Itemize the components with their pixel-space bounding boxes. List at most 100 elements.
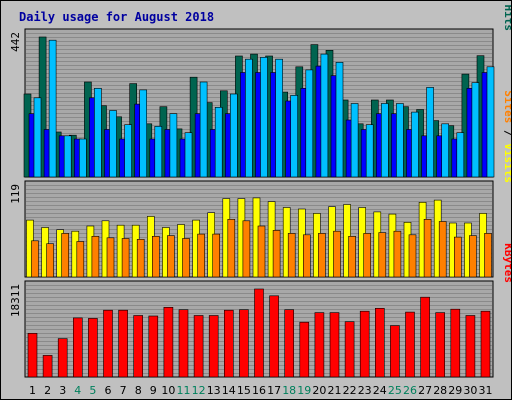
bar-sites-day-5: [91, 236, 100, 278]
x-tick-day-11: 11: [177, 384, 191, 397]
x-tick-day-31: 31: [479, 384, 493, 397]
x-tick-day-20: 20: [312, 384, 326, 397]
bar-kbytes-day-24: [374, 307, 385, 378]
y-max-label: 442: [9, 32, 22, 52]
x-tick-day-29: 29: [448, 384, 462, 397]
y-max-label: 18311: [9, 284, 22, 317]
x-tick-day-30: 30: [463, 384, 477, 397]
x-tick-day-4: 4: [74, 384, 81, 397]
bar-pages-day-11: [184, 132, 193, 178]
bar-sites-day-25: [393, 230, 402, 278]
x-tick-day-27: 27: [418, 384, 432, 397]
bar-kbytes-day-5: [88, 318, 98, 378]
bar-kbytes-day-18: [284, 309, 295, 378]
bar-sites-day-15: [242, 220, 251, 278]
bar-sites-day-26: [408, 234, 417, 278]
x-tick-day-28: 28: [433, 384, 447, 397]
legend-kbytes: KBytes: [502, 243, 511, 283]
bar-sites-day-14: [227, 219, 236, 278]
bar-pages-day-29: [456, 132, 465, 178]
bar-sites-day-11: [182, 238, 190, 278]
bar-kbytes-day-26: [405, 311, 415, 378]
bar-sites-day-17: [272, 230, 281, 278]
bar-sites-day-28: [438, 221, 447, 278]
x-tick-day-17: 17: [267, 384, 281, 397]
bar-pages-day-21: [335, 61, 344, 178]
bar-sites-day-19: [302, 234, 311, 278]
x-tick-day-8: 8: [135, 384, 142, 397]
y-max-label: 119: [9, 184, 22, 204]
bar-pages-day-6: [109, 110, 117, 178]
bar-kbytes-day-17: [269, 295, 279, 378]
bar-sites-day-16: [257, 225, 266, 278]
x-tick-day-7: 7: [120, 384, 127, 397]
panel-visits-sites: 119 Sites / Visits: [9, 90, 511, 278]
bar-pages-day-9: [154, 126, 163, 178]
x-tick-day-13: 13: [207, 384, 221, 397]
bar-sites-day-9: [152, 236, 160, 278]
bar-kbytes-day-31: [480, 310, 491, 378]
series-sites: [31, 219, 492, 278]
bar-pages-day-20: [320, 53, 329, 178]
legend-separator: /: [502, 123, 511, 143]
bar-sites-day-27: [423, 219, 432, 278]
bar-sites-day-7: [121, 238, 130, 278]
x-tick-day-2: 2: [44, 384, 51, 397]
bar-kbytes-day-8: [133, 315, 143, 378]
bar-kbytes-day-6: [103, 309, 113, 378]
bar-sites-day-22: [348, 236, 356, 278]
bar-kbytes-day-1: [27, 332, 38, 378]
bar-pages-day-4: [79, 138, 87, 178]
bar-sites-day-20: [318, 233, 326, 278]
bar-kbytes-day-12: [193, 315, 204, 378]
x-tick-day-5: 5: [89, 384, 96, 397]
x-tick-day-23: 23: [358, 384, 372, 397]
bar-kbytes-day-28: [435, 312, 446, 378]
bar-kbytes-day-7: [118, 309, 128, 378]
legend-entry: Hits: [502, 5, 511, 32]
bar-pages-day-31: [486, 66, 495, 178]
bar-sites-day-31: [484, 233, 492, 278]
legend-hits-files-pages: Pages / Files / Hits: [502, 1, 511, 31]
bar-pages-day-5: [94, 88, 102, 178]
bar-kbytes-day-11: [178, 309, 189, 378]
bar-pages-day-15: [245, 58, 253, 178]
series-kbytes: [27, 288, 491, 378]
x-tick-day-3: 3: [59, 384, 66, 397]
bar-pages-day-16: [260, 56, 268, 178]
bar-kbytes-day-30: [465, 315, 476, 378]
x-tick-day-1: 1: [29, 384, 36, 397]
x-tick-day-21: 21: [328, 384, 342, 397]
x-tick-day-19: 19: [297, 384, 311, 397]
x-tick-day-25: 25: [388, 384, 402, 397]
x-tick-day-26: 26: [403, 384, 417, 397]
bar-pages-day-19: [305, 69, 314, 178]
bar-pages-day-7: [124, 124, 132, 178]
panel-kbytes: 18311 KBytes: [9, 243, 511, 378]
bar-kbytes-day-27: [420, 296, 430, 378]
bar-pages-day-14: [230, 93, 238, 178]
bar-pages-day-12: [199, 81, 208, 178]
bar-pages-day-27: [426, 87, 434, 178]
bar-kbytes-day-21: [329, 312, 340, 378]
bar-kbytes-day-22: [344, 321, 355, 378]
bar-pages-day-25: [396, 103, 404, 178]
bar-pages-day-2: [48, 39, 57, 178]
bar-kbytes-day-13: [208, 315, 219, 378]
bar-pages-day-1: [33, 97, 42, 178]
bar-sites-day-21: [333, 230, 341, 278]
panel-hits-files-pages: 442 Pages / Files / Hits: [9, 1, 511, 178]
bar-kbytes-day-14: [224, 309, 234, 378]
bar-pages-day-18: [290, 95, 299, 178]
legend-entry: Visits: [502, 143, 511, 183]
x-tick-day-24: 24: [373, 384, 387, 397]
x-tick-day-15: 15: [237, 384, 251, 397]
bar-sites-day-18: [287, 233, 296, 278]
x-tick-day-12: 12: [192, 384, 206, 397]
bar-sites-day-1: [31, 240, 39, 278]
x-tick-day-6: 6: [105, 384, 112, 397]
legend-entry: KBytes: [502, 243, 511, 283]
bar-sites-day-30: [469, 235, 477, 278]
bar-pages-day-3: [63, 135, 72, 178]
